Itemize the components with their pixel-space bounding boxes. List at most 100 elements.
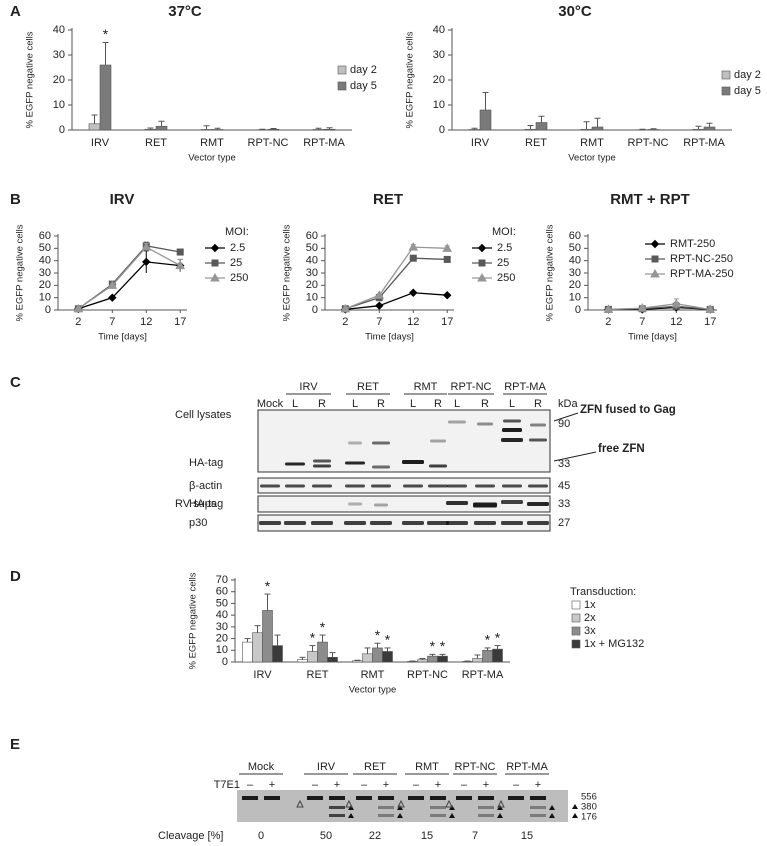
y-tick-label: 20 <box>216 632 228 644</box>
blot-band <box>529 438 547 442</box>
gel-band <box>430 814 446 817</box>
open-arrowhead <box>397 799 405 808</box>
series-line <box>345 257 448 310</box>
size-label: 45 <box>558 480 570 492</box>
x-tick-label: RMT <box>200 137 224 149</box>
gel-band <box>456 796 472 800</box>
chart-title: 37°C <box>168 3 202 20</box>
size-label: 556 <box>581 792 597 803</box>
blot-band <box>527 502 549 506</box>
gel-band <box>478 796 494 800</box>
x-tick-label: RPT-NC <box>248 137 289 149</box>
lane-label: Mock <box>257 398 284 410</box>
unit-label: kDa <box>558 398 578 410</box>
cleavage-value: 7 <box>472 830 478 842</box>
blot-band <box>403 484 423 488</box>
size-arrowhead <box>572 813 578 818</box>
lane-label: + <box>483 779 489 791</box>
bar <box>200 129 213 131</box>
annotation-arrow <box>553 412 579 422</box>
legend-label: 25 <box>230 257 242 269</box>
y-tick-label: 10 <box>53 99 65 111</box>
legend-label: day 2 <box>350 64 377 76</box>
gel-band <box>356 796 372 800</box>
gel-band <box>264 796 280 800</box>
lane-label: + <box>269 779 275 791</box>
panel-label: E <box>10 736 20 753</box>
y-tick-label: 20 <box>306 279 318 291</box>
legend-label: 1x <box>584 599 596 611</box>
cleavage-label: Cleavage [%] <box>158 830 223 842</box>
size-label: 33 <box>558 498 570 510</box>
x-axis-label: Time [days] <box>628 332 677 343</box>
y-tick-label: 60 <box>569 230 581 242</box>
blot-band <box>344 521 366 525</box>
series-line <box>345 292 448 311</box>
x-tick-label: IRV <box>91 137 110 149</box>
y-axis-label: % EGFP negative cells <box>25 31 36 128</box>
size-label: 90 <box>558 418 570 430</box>
y-tick-label: 40 <box>306 255 318 267</box>
x-tick-label: RMT <box>580 137 604 149</box>
x-tick-label: 7 <box>109 316 115 328</box>
panel-label: B <box>10 191 21 208</box>
y-tick-label: 10 <box>39 292 51 304</box>
group-label: IRV <box>299 381 318 393</box>
lane-label: + <box>334 779 340 791</box>
y-tick-label: 0 <box>59 124 65 136</box>
y-tick-label: 10 <box>433 99 445 111</box>
significance-marker: * <box>103 26 109 42</box>
y-axis-label: % EGFP negative cells <box>545 224 556 321</box>
bar <box>703 126 716 131</box>
bar <box>155 125 168 131</box>
blot-panel <box>257 495 551 513</box>
blot-band <box>446 501 468 505</box>
bar <box>427 655 438 663</box>
open-arrowhead <box>296 799 304 808</box>
y-tick-label: 0 <box>45 304 51 316</box>
bar <box>492 648 503 663</box>
blot-band <box>527 521 549 525</box>
gel-band <box>478 806 494 809</box>
lane-label: – <box>361 779 368 791</box>
y-tick-label: 10 <box>306 292 318 304</box>
bar <box>352 660 363 663</box>
bar <box>317 641 328 663</box>
x-axis-label: Vector type <box>188 153 236 164</box>
x-axis-label: Vector type <box>349 685 397 696</box>
bar <box>242 641 253 663</box>
legend-label: RPT-NC-250 <box>670 253 733 265</box>
legend-label: day 2 <box>734 69 761 81</box>
blot-band <box>429 464 447 468</box>
x-tick-label: RPT-MA <box>303 137 345 149</box>
x-tick-label: 12 <box>670 316 682 328</box>
section-label: RV sups <box>175 498 217 510</box>
lane-label: L <box>352 398 358 410</box>
legend-label: 250 <box>497 272 515 284</box>
blot-band <box>502 428 522 432</box>
blot-band <box>446 521 468 525</box>
blot-band <box>501 500 523 504</box>
y-tick-label: 30 <box>306 267 318 279</box>
y-axis-label: % EGFP negative cells <box>188 572 199 669</box>
cleavage-arrowhead <box>348 813 354 818</box>
blot-band <box>285 484 305 488</box>
lane-label: + <box>383 779 389 791</box>
y-tick-label: 50 <box>39 242 51 254</box>
point <box>408 242 419 251</box>
blot-band <box>313 459 331 463</box>
blot-band <box>313 464 331 468</box>
legend-swatch <box>721 70 731 80</box>
bar <box>362 653 373 663</box>
legend-label: 2.5 <box>230 242 245 254</box>
bar <box>312 129 325 131</box>
blot-band <box>284 521 306 525</box>
legend-title: MOI: <box>492 226 516 238</box>
gel-band <box>329 806 345 809</box>
gel-band <box>408 796 424 800</box>
bar <box>479 109 492 131</box>
chart-title: IRV <box>110 191 135 208</box>
group-label: RPT-MA <box>506 761 548 773</box>
annotation-arrow <box>553 451 597 462</box>
